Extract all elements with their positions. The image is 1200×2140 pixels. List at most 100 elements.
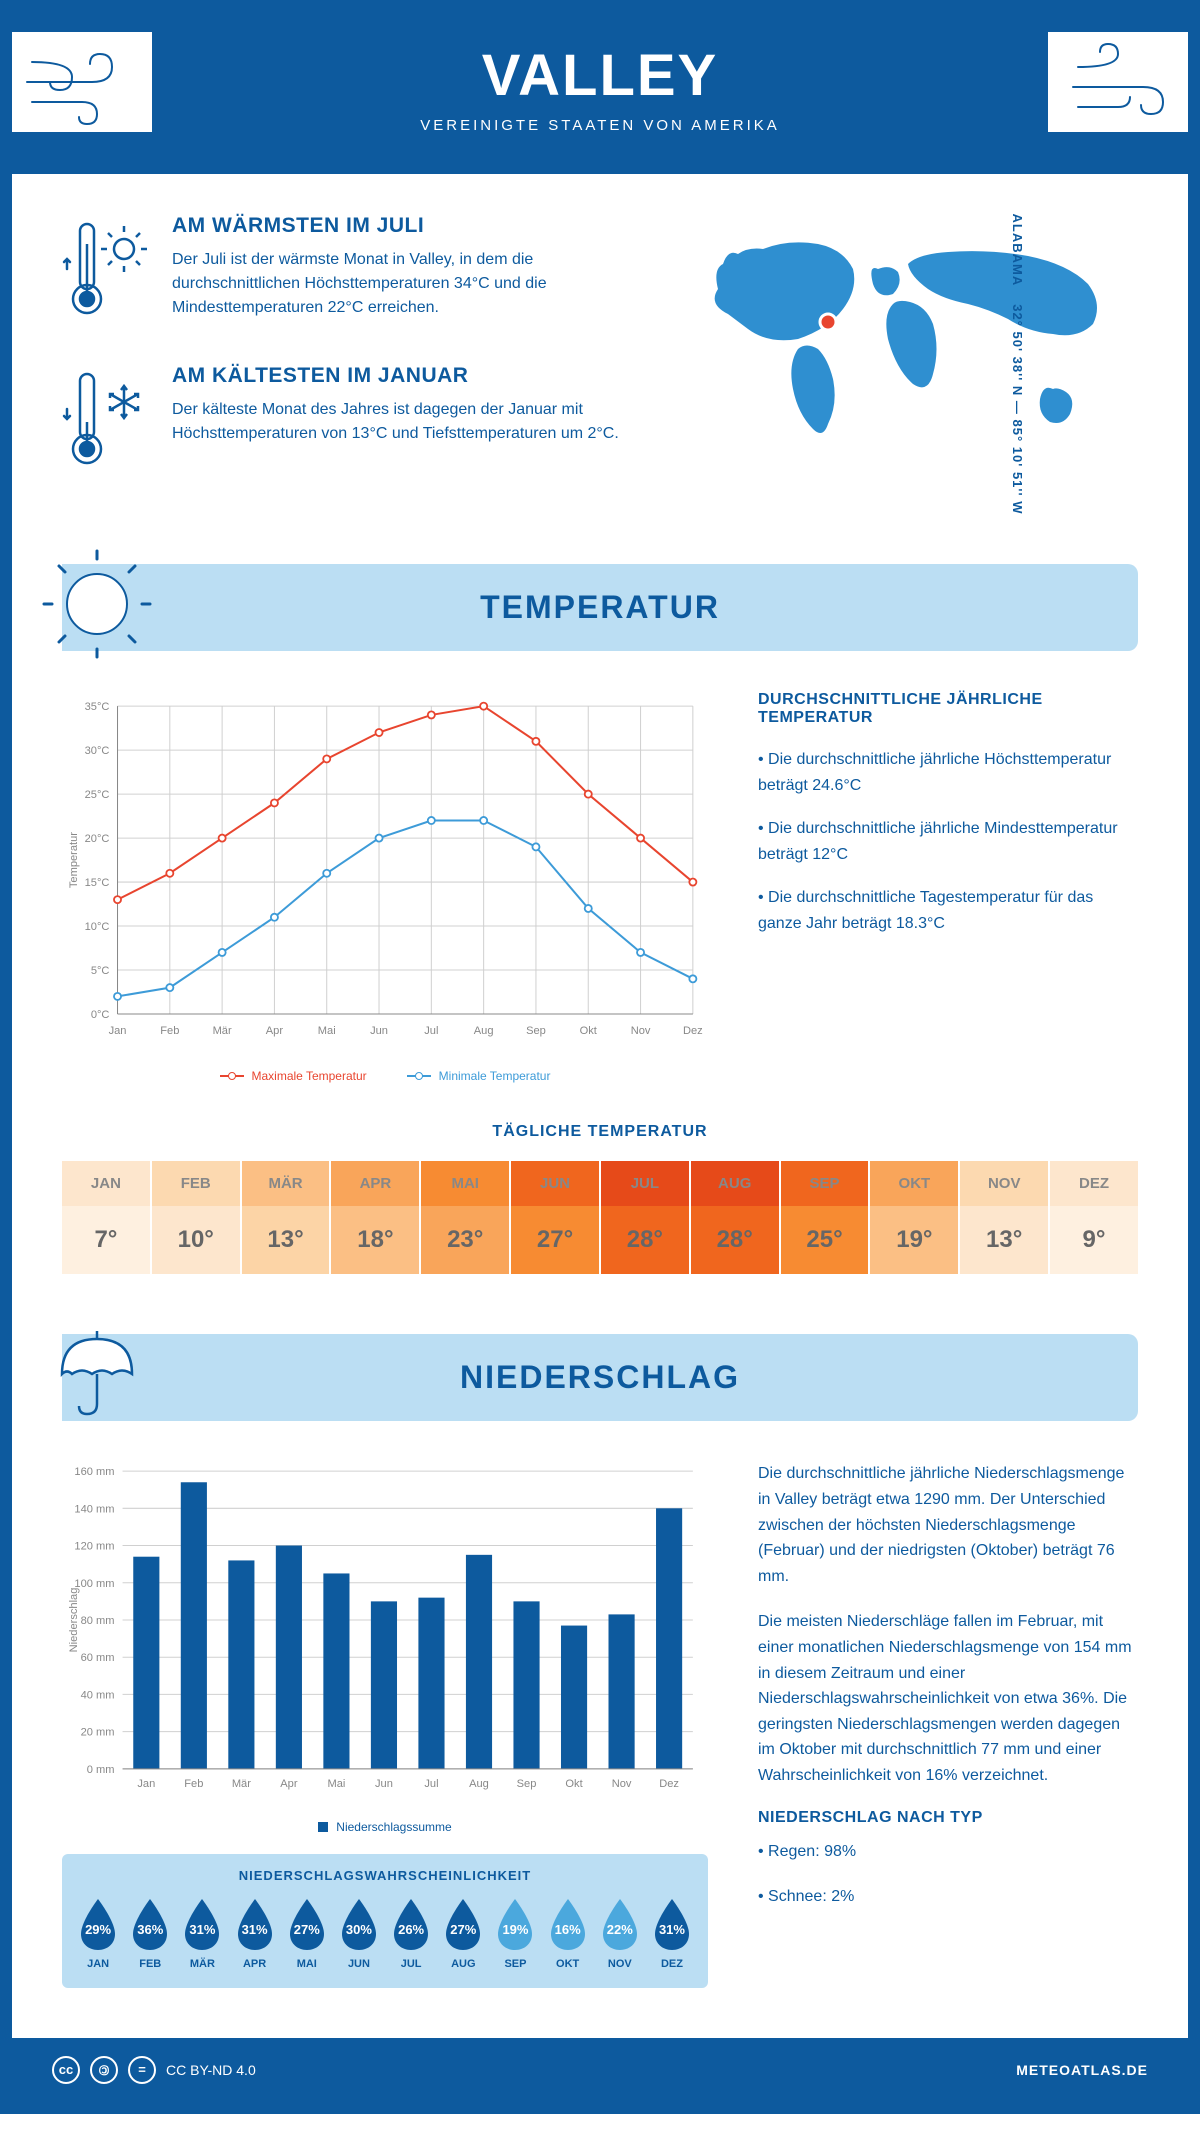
svg-text:Jul: Jul	[424, 1025, 438, 1037]
svg-text:Nov: Nov	[612, 1778, 632, 1790]
thermometer-snow-icon	[62, 364, 152, 479]
svg-text:Jul: Jul	[424, 1778, 438, 1790]
temp-chart-legend: Maximale Temperatur Minimale Temperatur	[62, 1069, 708, 1083]
map-column: ALABAMA 32° 50' 38'' N — 85° 10' 51'' W	[678, 214, 1138, 514]
temp-info-title: DURCHSCHNITTLICHE JÄHRLICHE TEMPERATUR	[758, 691, 1138, 727]
temp-cell: MAI 23°	[421, 1161, 511, 1274]
svg-text:10°C: 10°C	[85, 921, 110, 933]
svg-text:Mär: Mär	[213, 1025, 232, 1037]
svg-text:Temperatur: Temperatur	[68, 832, 80, 888]
temp-cell: JUN 27°	[511, 1161, 601, 1274]
precip-t2: • Schnee: 2%	[758, 1884, 1138, 1910]
svg-text:100 mm: 100 mm	[74, 1578, 114, 1590]
fact-warmest: AM WÄRMSTEN IM JULI Der Juli ist der wär…	[62, 214, 638, 329]
temp-cell: AUG 28°	[691, 1161, 781, 1274]
svg-text:15°C: 15°C	[85, 877, 110, 889]
page-footer: cc 🄯 = CC BY-ND 4.0 METEOATLAS.DE	[12, 2038, 1188, 2102]
temp-cell: FEB 10°	[152, 1161, 242, 1274]
prob-drop: 19% SEP	[489, 1897, 541, 1970]
thermometer-sun-icon	[62, 214, 152, 329]
fact-warmest-body: Der Juli ist der wärmste Monat in Valley…	[172, 248, 638, 320]
precipitation-section: 0 mm20 mm40 mm60 mm80 mm100 mm120 mm140 …	[62, 1461, 1138, 1987]
svg-text:40 mm: 40 mm	[81, 1690, 115, 1702]
prob-drop: 27% MAI	[281, 1897, 333, 1970]
svg-text:20 mm: 20 mm	[81, 1727, 115, 1739]
sun-icon	[42, 549, 152, 659]
precipitation-chart: 0 mm20 mm40 mm60 mm80 mm100 mm120 mm140 …	[62, 1461, 708, 1804]
svg-text:0°C: 0°C	[91, 1009, 110, 1021]
wind-icon-right	[1048, 32, 1188, 132]
svg-text:80 mm: 80 mm	[81, 1615, 115, 1627]
temperature-section: 0°C5°C10°C15°C20°C25°C30°C35°CJanFebMärA…	[62, 691, 1138, 1083]
fact-warmest-text: AM WÄRMSTEN IM JULI Der Juli ist der wär…	[172, 214, 638, 329]
map-marker-icon	[820, 314, 836, 330]
svg-text:160 mm: 160 mm	[74, 1467, 114, 1479]
svg-text:Jan: Jan	[137, 1778, 155, 1790]
page: VALLEY VEREINIGTE STAATEN VON AMERIKA	[0, 0, 1200, 2114]
temp-cell: APR 18°	[331, 1161, 421, 1274]
svg-text:35°C: 35°C	[85, 701, 110, 713]
temp-info-b1: • Die durchschnittliche jährliche Höchst…	[758, 747, 1138, 798]
probability-title: NIEDERSCHLAGSWAHRSCHEINLICHKEIT	[72, 1868, 698, 1883]
temp-cell: NOV 13°	[960, 1161, 1050, 1274]
prob-drop: 30% JUN	[333, 1897, 385, 1970]
svg-text:Mai: Mai	[327, 1778, 345, 1790]
coordinates: ALABAMA 32° 50' 38'' N — 85° 10' 51'' W	[1010, 214, 1025, 515]
nd-icon: =	[128, 2056, 156, 2084]
prob-drop: 26% JUL	[385, 1897, 437, 1970]
svg-text:25°C: 25°C	[85, 789, 110, 801]
probability-drops: 29% JAN 36% FEB 31% MÄR 31% APR	[72, 1897, 698, 1970]
prob-drop: 36% FEB	[124, 1897, 176, 1970]
footer-license: cc 🄯 = CC BY-ND 4.0	[52, 2056, 256, 2084]
svg-text:Okt: Okt	[565, 1778, 582, 1790]
svg-text:0 mm: 0 mm	[87, 1764, 115, 1776]
svg-text:Apr: Apr	[266, 1025, 284, 1037]
svg-text:Okt: Okt	[580, 1025, 597, 1037]
svg-text:Dez: Dez	[659, 1778, 679, 1790]
temp-cell: DEZ 9°	[1050, 1161, 1138, 1274]
page-subtitle: VEREINIGTE STAATEN VON AMERIKA	[32, 117, 1168, 134]
by-icon: 🄯	[90, 2056, 118, 2084]
temperature-info: DURCHSCHNITTLICHE JÄHRLICHE TEMPERATUR •…	[758, 691, 1138, 1083]
cc-icon: cc	[52, 2056, 80, 2084]
svg-text:Mär: Mär	[232, 1778, 251, 1790]
svg-text:120 mm: 120 mm	[74, 1541, 114, 1553]
svg-text:Aug: Aug	[474, 1025, 494, 1037]
temp-info-b3: • Die durchschnittliche Tagestemperatur …	[758, 885, 1138, 936]
precip-chart-legend: Niederschlagssumme	[62, 1820, 708, 1834]
svg-text:Apr: Apr	[280, 1778, 298, 1790]
temp-cell: JAN 7°	[62, 1161, 152, 1274]
svg-text:5°C: 5°C	[91, 965, 110, 977]
svg-text:Nov: Nov	[631, 1025, 651, 1037]
temp-info-b2: • Die durchschnittliche jährliche Mindes…	[758, 816, 1138, 867]
prob-drop: 22% NOV	[594, 1897, 646, 1970]
prob-drop: 31% APR	[229, 1897, 281, 1970]
svg-text:60 mm: 60 mm	[81, 1653, 115, 1665]
prob-drop: 29% JAN	[72, 1897, 124, 1970]
precip-p1: Die durchschnittliche jährliche Niedersc…	[758, 1461, 1138, 1589]
prob-drop: 31% DEZ	[646, 1897, 698, 1970]
daily-temp-table: JAN 7° FEB 10° MÄR 13° APR 18° MAI 23° J…	[62, 1161, 1138, 1274]
precipitation-info: Die durchschnittliche jährliche Niedersc…	[758, 1461, 1138, 1987]
daily-temp-title: TÄGLICHE TEMPERATUR	[62, 1123, 1138, 1141]
fact-coldest-text: AM KÄLTESTEN IM JANUAR Der kälteste Mona…	[172, 364, 638, 479]
precipitation-heading: NIEDERSCHLAG	[87, 1359, 1113, 1396]
svg-text:Dez: Dez	[683, 1025, 703, 1037]
fact-coldest-body: Der kälteste Monat des Jahres ist dagege…	[172, 398, 638, 446]
temperature-chart: 0°C5°C10°C15°C20°C25°C30°C35°CJanFebMärA…	[62, 691, 708, 1083]
svg-text:Jun: Jun	[375, 1778, 393, 1790]
fact-warmest-title: AM WÄRMSTEN IM JULI	[172, 214, 638, 238]
temp-cell: SEP 25°	[781, 1161, 871, 1274]
svg-text:Aug: Aug	[469, 1778, 489, 1790]
svg-text:Feb: Feb	[160, 1025, 179, 1037]
svg-text:30°C: 30°C	[85, 745, 110, 757]
svg-text:20°C: 20°C	[85, 833, 110, 845]
prob-drop: 27% AUG	[437, 1897, 489, 1970]
svg-text:Sep: Sep	[526, 1025, 546, 1037]
fact-coldest: AM KÄLTESTEN IM JANUAR Der kälteste Mona…	[62, 364, 638, 479]
umbrella-icon	[42, 1319, 152, 1429]
page-header: VALLEY VEREINIGTE STAATEN VON AMERIKA	[12, 12, 1188, 174]
svg-text:Jun: Jun	[370, 1025, 388, 1037]
footer-site: METEOATLAS.DE	[1016, 2062, 1148, 2078]
svg-text:Mai: Mai	[318, 1025, 336, 1037]
